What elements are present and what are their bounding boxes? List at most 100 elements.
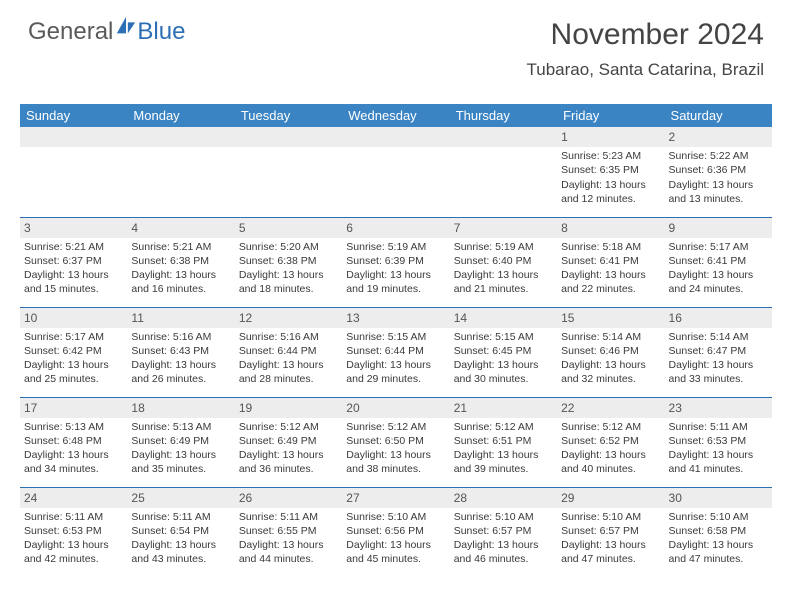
sunrise-line: Sunrise: 5:13 AM xyxy=(24,420,123,434)
sunrise-line: Sunrise: 5:18 AM xyxy=(561,240,660,254)
calendar-cell: 6Sunrise: 5:19 AMSunset: 6:39 PMDaylight… xyxy=(342,217,449,307)
day-number-empty xyxy=(450,127,557,147)
sunrise-line: Sunrise: 5:16 AM xyxy=(131,330,230,344)
weekday-header: Thursday xyxy=(450,104,557,127)
calendar-cell: 21Sunrise: 5:12 AMSunset: 6:51 PMDayligh… xyxy=(450,397,557,487)
day-number: 19 xyxy=(235,398,342,418)
sunset-line: Sunset: 6:53 PM xyxy=(24,524,123,538)
sunset-line: Sunset: 6:41 PM xyxy=(669,254,768,268)
calendar-cell: 12Sunrise: 5:16 AMSunset: 6:44 PMDayligh… xyxy=(235,307,342,397)
calendar-cell: 27 Sunrise: 5:10 AMSunset: 6:56 PMDayligh… xyxy=(342,487,449,577)
calendar-cell xyxy=(235,127,342,217)
weekday-header: Wednesday xyxy=(342,104,449,127)
weekday-header: Friday xyxy=(557,104,664,127)
day-number: 27 xyxy=(342,488,449,508)
day-number: 23 xyxy=(665,398,772,418)
day-number: 28 xyxy=(450,488,557,508)
sunrise-line: Sunrise: 5:11 AM xyxy=(131,510,230,524)
calendar-cell: 24Sunrise: 5:11 AMSunset: 6:53 PMDayligh… xyxy=(20,487,127,577)
calendar-cell: 4Sunrise: 5:21 AMSunset: 6:38 PMDaylight… xyxy=(127,217,234,307)
calendar-cell xyxy=(20,127,127,217)
calendar-cell: 11Sunrise: 5:16 AMSunset: 6:43 PMDayligh… xyxy=(127,307,234,397)
day-number: 2 xyxy=(665,127,772,147)
calendar-cell xyxy=(450,127,557,217)
calendar-cell: 22Sunrise: 5:12 AMSunset: 6:52 PMDayligh… xyxy=(557,397,664,487)
sunrise-line: Sunrise: 5:14 AM xyxy=(561,330,660,344)
sunset-line: Sunset: 6:40 PM xyxy=(454,254,553,268)
sunset-line: Sunset: 6:49 PM xyxy=(131,434,230,448)
daylight-line: Daylight: 13 hours and 32 minutes. xyxy=(561,358,660,386)
calendar-head: SundayMondayTuesdayWednesdayThursdayFrid… xyxy=(20,104,772,127)
sunrise-line: Sunrise: 5:21 AM xyxy=(131,240,230,254)
day-number: 7 xyxy=(450,218,557,238)
daylight-line: Daylight: 13 hours and 16 minutes. xyxy=(131,268,230,296)
calendar-cell: 5Sunrise: 5:20 AMSunset: 6:38 PMDaylight… xyxy=(235,217,342,307)
sunset-line: Sunset: 6:50 PM xyxy=(346,434,445,448)
calendar-cell: 7Sunrise: 5:19 AMSunset: 6:40 PMDaylight… xyxy=(450,217,557,307)
day-number: 26 xyxy=(235,488,342,508)
sunrise-line: Sunrise: 5:10 AM xyxy=(346,510,445,524)
daylight-line: Daylight: 13 hours and 34 minutes. xyxy=(24,448,123,476)
sunrise-line: Sunrise: 5:11 AM xyxy=(669,420,768,434)
sunrise-line: Sunrise: 5:16 AM xyxy=(239,330,338,344)
sunset-line: Sunset: 6:48 PM xyxy=(24,434,123,448)
calendar-cell: 25Sunrise: 5:11 AMSunset: 6:54 PMDayligh… xyxy=(127,487,234,577)
day-number: 10 xyxy=(20,308,127,328)
daylight-line: Daylight: 13 hours and 19 minutes. xyxy=(346,268,445,296)
sunrise-line: Sunrise: 5:15 AM xyxy=(454,330,553,344)
daylight-line: Daylight: 13 hours and 33 minutes. xyxy=(669,358,768,386)
sunrise-line: Sunrise: 5:11 AM xyxy=(24,510,123,524)
daylight-line: Daylight: 13 hours and 45 minutes. xyxy=(346,538,445,566)
calendar-week-row: 1Sunrise: 5:23 AMSunset: 6:35 PMDaylight… xyxy=(20,127,772,217)
sunrise-line: Sunrise: 5:15 AM xyxy=(346,330,445,344)
daylight-line: Daylight: 13 hours and 35 minutes. xyxy=(131,448,230,476)
logo-sail-icon xyxy=(115,15,137,37)
sunset-line: Sunset: 6:45 PM xyxy=(454,344,553,358)
calendar-cell xyxy=(342,127,449,217)
sunset-line: Sunset: 6:39 PM xyxy=(346,254,445,268)
daylight-line: Daylight: 13 hours and 39 minutes. xyxy=(454,448,553,476)
day-number: 15 xyxy=(557,308,664,328)
daylight-line: Daylight: 13 hours and 13 minutes. xyxy=(669,178,768,206)
calendar-week-row: 17Sunrise: 5:13 AMSunset: 6:48 PMDayligh… xyxy=(20,397,772,487)
sunrise-line: Sunrise: 5:12 AM xyxy=(561,420,660,434)
sunset-line: Sunset: 6:51 PM xyxy=(454,434,553,448)
sunset-line: Sunset: 6:43 PM xyxy=(131,344,230,358)
weekday-header: Sunday xyxy=(20,104,127,127)
sunrise-line: Sunrise: 5:12 AM xyxy=(239,420,338,434)
calendar-cell: 13Sunrise: 5:15 AMSunset: 6:44 PMDayligh… xyxy=(342,307,449,397)
daylight-line: Daylight: 13 hours and 43 minutes. xyxy=(131,538,230,566)
day-number: 3 xyxy=(20,218,127,238)
daylight-line: Daylight: 13 hours and 44 minutes. xyxy=(239,538,338,566)
calendar-cell: 29Sunrise: 5:10 AMSunset: 6:57 PMDayligh… xyxy=(557,487,664,577)
day-number: 20 xyxy=(342,398,449,418)
sunset-line: Sunset: 6:42 PM xyxy=(24,344,123,358)
day-number-empty xyxy=(235,127,342,147)
calendar-cell xyxy=(127,127,234,217)
daylight-line: Daylight: 13 hours and 42 minutes. xyxy=(24,538,123,566)
daylight-line: Daylight: 13 hours and 18 minutes. xyxy=(239,268,338,296)
location-label: Tubarao, Santa Catarina, Brazil xyxy=(527,60,765,80)
sunrise-line: Sunrise: 5:14 AM xyxy=(669,330,768,344)
logo: General Blue xyxy=(28,18,185,46)
calendar-cell: 30Sunrise: 5:10 AMSunset: 6:58 PMDayligh… xyxy=(665,487,772,577)
day-number: 12 xyxy=(235,308,342,328)
sunrise-line: Sunrise: 5:12 AM xyxy=(454,420,553,434)
calendar-cell: 3Sunrise: 5:21 AMSunset: 6:37 PMDaylight… xyxy=(20,217,127,307)
day-number: 4 xyxy=(127,218,234,238)
sunrise-line: Sunrise: 5:22 AM xyxy=(669,149,768,163)
sunset-line: Sunset: 6:38 PM xyxy=(239,254,338,268)
calendar-cell: 8Sunrise: 5:18 AMSunset: 6:41 PMDaylight… xyxy=(557,217,664,307)
sunset-line: Sunset: 6:35 PM xyxy=(561,163,660,177)
sunset-line: Sunset: 6:44 PM xyxy=(346,344,445,358)
calendar-cell: 16Sunrise: 5:14 AMSunset: 6:47 PMDayligh… xyxy=(665,307,772,397)
daylight-line: Daylight: 13 hours and 41 minutes. xyxy=(669,448,768,476)
daylight-line: Daylight: 13 hours and 30 minutes. xyxy=(454,358,553,386)
page-title: November 2024 xyxy=(527,18,765,52)
calendar-cell: 9Sunrise: 5:17 AMSunset: 6:41 PMDaylight… xyxy=(665,217,772,307)
logo-word-2: Blue xyxy=(137,18,185,46)
day-number: 29 xyxy=(557,488,664,508)
calendar-cell: 20Sunrise: 5:12 AMSunset: 6:50 PMDayligh… xyxy=(342,397,449,487)
day-number: 30 xyxy=(665,488,772,508)
sunset-line: Sunset: 6:56 PM xyxy=(346,524,445,538)
